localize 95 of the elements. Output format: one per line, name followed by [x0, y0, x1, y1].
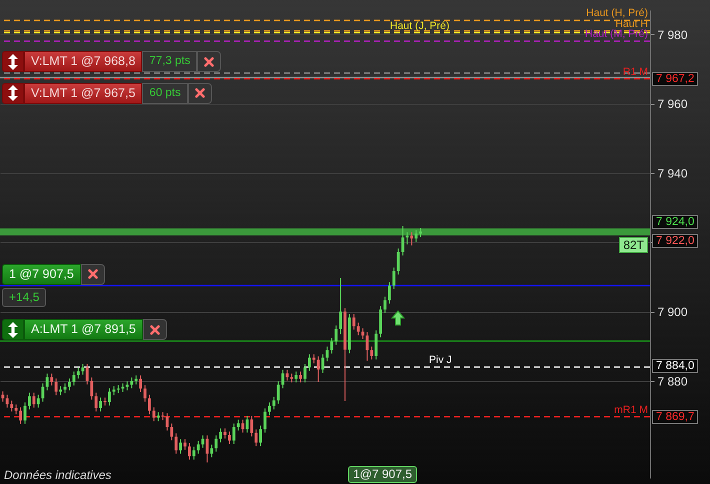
- candlestick: [10, 400, 14, 412]
- candlestick: [392, 267, 396, 290]
- candlestick: [24, 402, 26, 424]
- y-tick-label: 7 900: [658, 305, 688, 320]
- candlestick: [219, 428, 222, 443]
- candlestick: [236, 419, 240, 432]
- candlestick: [59, 386, 62, 396]
- y-tick-label: 7 880: [658, 374, 688, 388]
- candlestick: [294, 371, 298, 383]
- candlestick: [410, 232, 414, 246]
- band-label: 82T: [619, 237, 648, 254]
- candlestick: [179, 438, 182, 454]
- candlestick: [259, 425, 262, 447]
- candlestick: [334, 324, 338, 346]
- candlestick: [32, 392, 36, 408]
- text: 7 884,0: [652, 358, 698, 373]
- candlestick: [196, 440, 200, 454]
- text: 7 922,0: [652, 234, 698, 248]
- candlestick: [139, 374, 142, 393]
- candlestick: [312, 354, 316, 364]
- candlestick: [339, 277, 342, 335]
- candlestick: [370, 346, 374, 360]
- candlestick: [352, 314, 356, 330]
- candlestick: [94, 392, 98, 412]
- candlestick: [72, 371, 76, 386]
- candlestick: [268, 402, 271, 416]
- candlestick: [50, 373, 54, 386]
- candlestick: [188, 442, 191, 460]
- candlestick: [90, 376, 94, 400]
- candlestick: [99, 397, 102, 412]
- candlestick: [152, 406, 156, 422]
- ref-line-label: R1 M: [622, 66, 648, 78]
- ref-line-label: V:LMT 1 @7 968,8: [24, 51, 142, 72]
- candlestick: [361, 328, 364, 340]
- candlestick: [76, 367, 80, 380]
- ref-line-label: Piv J: [429, 354, 452, 366]
- candlestick: [36, 394, 40, 408]
- candlestick: [419, 228, 422, 238]
- text: 7 967,2: [652, 72, 698, 86]
- ref-line-label: Haut (J, Pré): [390, 20, 450, 32]
- candlestick: [316, 356, 320, 382]
- candlestick: [144, 384, 146, 402]
- candlestick: [272, 396, 276, 410]
- candlestick: [192, 446, 196, 460]
- annotation: 60 pts: [142, 82, 188, 104]
- candlestick: [210, 444, 214, 458]
- candlestick: [28, 392, 31, 410]
- candlestick: [308, 354, 311, 372]
- candlestick: [250, 415, 254, 437]
- candlestick: [264, 408, 266, 434]
- candlestick: [134, 374, 138, 385]
- candlestick: [228, 431, 231, 445]
- ref-line-label: 1 @7 907,5: [2, 264, 81, 285]
- candlestick: [388, 282, 391, 304]
- candlestick: [148, 394, 151, 415]
- candlestick: [126, 380, 129, 391]
- candlestick: [184, 438, 186, 450]
- candlestick: [276, 380, 280, 404]
- candlestick: [108, 388, 111, 406]
- candlestick: [64, 382, 66, 394]
- candlestick: [254, 428, 258, 447]
- candlestick: [414, 230, 418, 242]
- candlestick: [130, 376, 134, 389]
- candlestick: [224, 428, 226, 439]
- candlestick: [396, 248, 400, 276]
- candlestick: [19, 406, 22, 424]
- candlestick: [384, 296, 386, 314]
- candlestick: [174, 432, 178, 454]
- annotation: 77,3 pts: [142, 51, 198, 72]
- candlestick: [112, 386, 116, 396]
- candlestick: [304, 363, 306, 383]
- ref-line-label: mR1 M: [614, 404, 648, 416]
- y-tick-label: 7 960: [658, 97, 688, 112]
- annotation: 1@7 907,5: [348, 466, 418, 483]
- candlestick: [406, 232, 409, 245]
- candlestick: [14, 404, 18, 415]
- candlestick: [330, 337, 334, 354]
- ref-line-label: V:LMT 1 @7 967,5: [24, 82, 142, 104]
- candlestick: [374, 330, 378, 360]
- text: 7 924,0: [652, 215, 698, 230]
- candlestick: [156, 412, 160, 422]
- candlestick: [54, 378, 58, 396]
- y-tick-label: 7 940: [658, 166, 688, 180]
- candlestick: [232, 423, 236, 445]
- ref-line-label: Haut (H, Pré): [586, 7, 648, 20]
- candlestick: [68, 378, 71, 391]
- text: 7 869,7: [652, 410, 698, 424]
- ref-line-label: A:LMT 1 @7 891,5: [24, 319, 143, 340]
- y-tick-label: 7 980: [658, 28, 688, 42]
- annotation: Données indicatives: [4, 468, 112, 482]
- annotation: +14,5: [2, 288, 46, 307]
- candlestick: [170, 423, 174, 441]
- candlestick: [299, 371, 302, 383]
- candlestick: [356, 322, 360, 336]
- candlestick: [214, 434, 218, 452]
